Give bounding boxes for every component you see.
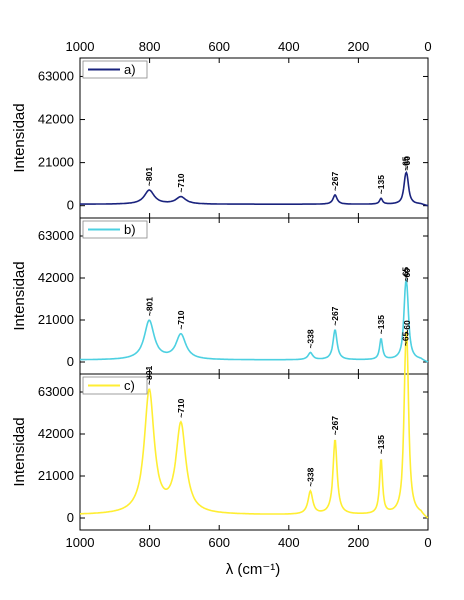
- x-tick-label-top: 1000: [66, 39, 95, 54]
- y-tick-label: 63000: [38, 228, 74, 243]
- x-tick-label-top: 0: [424, 39, 431, 54]
- peak-label: ~710: [176, 173, 186, 192]
- y-tick-label: 42000: [38, 426, 74, 441]
- peak-label: ~267: [330, 306, 340, 325]
- peak-label: ~65: [400, 331, 410, 346]
- panel-frame: [79, 373, 429, 531]
- legend-label: a): [124, 62, 136, 77]
- peak-label: ~65: [400, 267, 410, 282]
- panel-a: 0 21000 42000 63000 Intensidad ~801 ~710 ~267 ~1…: [11, 57, 429, 219]
- peak-label: ~710: [176, 398, 186, 417]
- peak-label: ~267: [330, 172, 340, 191]
- peak-label: ~338: [305, 467, 315, 486]
- x-tick-label: 400: [278, 535, 300, 550]
- y-axis-title: Intensidad: [11, 103, 28, 172]
- x-tick-label: 800: [139, 535, 161, 550]
- peak-label: ~135: [376, 435, 386, 454]
- y-tick-label: 21000: [38, 312, 74, 327]
- legend: c): [82, 376, 148, 395]
- x-tick-label: 0: [424, 535, 431, 550]
- x-tick-label-top: 400: [278, 39, 300, 54]
- y-tick-label: 21000: [38, 155, 74, 170]
- y-axis-title: Intensidad: [11, 261, 28, 330]
- peak-label: ~267: [330, 416, 340, 435]
- y-tick-label: 42000: [38, 112, 74, 127]
- peak-label: ~801: [144, 366, 154, 385]
- series-line-a: [80, 171, 429, 207]
- legend: b): [82, 220, 148, 239]
- y-tick-label: 63000: [38, 68, 74, 83]
- peak-label: ~135: [376, 175, 386, 194]
- x-tick-label: 1000: [66, 535, 95, 550]
- peak-label: ~60: [402, 320, 412, 335]
- peak-label: ~135: [376, 315, 386, 334]
- x-tick-label-top: 800: [139, 39, 161, 54]
- peak-label: ~60: [402, 268, 412, 283]
- x-tick-label-top: 600: [208, 39, 230, 54]
- x-tick-label: 600: [208, 535, 230, 550]
- peak-label: ~710: [176, 310, 186, 329]
- panel-b: 0 21000 42000 63000 Intensidad ~801 ~710 ~338 ~2…: [11, 217, 429, 375]
- x-tick-label: 200: [348, 535, 370, 550]
- y-axis-title: Intensidad: [11, 417, 28, 486]
- series-line-c: [80, 331, 429, 519]
- peak-label: ~338: [305, 329, 315, 348]
- peak-label: ~60: [402, 156, 412, 171]
- peak-label: ~65: [400, 156, 410, 171]
- series-line-b: [80, 278, 429, 363]
- y-tick-label: 42000: [38, 270, 74, 285]
- legend-label: c): [124, 378, 135, 393]
- x-axis-title: λ (cm⁻¹): [226, 561, 281, 578]
- x-tick-label-top: 200: [348, 39, 370, 54]
- y-tick-label: 0: [67, 510, 74, 525]
- legend: a): [82, 60, 148, 79]
- peak-label: ~801: [144, 297, 154, 316]
- y-tick-label: 0: [67, 198, 74, 213]
- legend-label: b): [124, 222, 136, 237]
- peak-label: ~801: [144, 167, 154, 186]
- y-tick-label: 21000: [38, 468, 74, 483]
- panel-c: 0 21000 42000 63000 Intensidad ~801 ~710 ~338 ~2…: [11, 320, 429, 531]
- panels-layer: 0 21000 42000 63000 Intensidad ~801 ~710 ~267 ~1…: [11, 39, 432, 550]
- panel-frame: [79, 217, 429, 375]
- y-tick-label: 63000: [38, 384, 74, 399]
- y-tick-label: 0: [67, 354, 74, 369]
